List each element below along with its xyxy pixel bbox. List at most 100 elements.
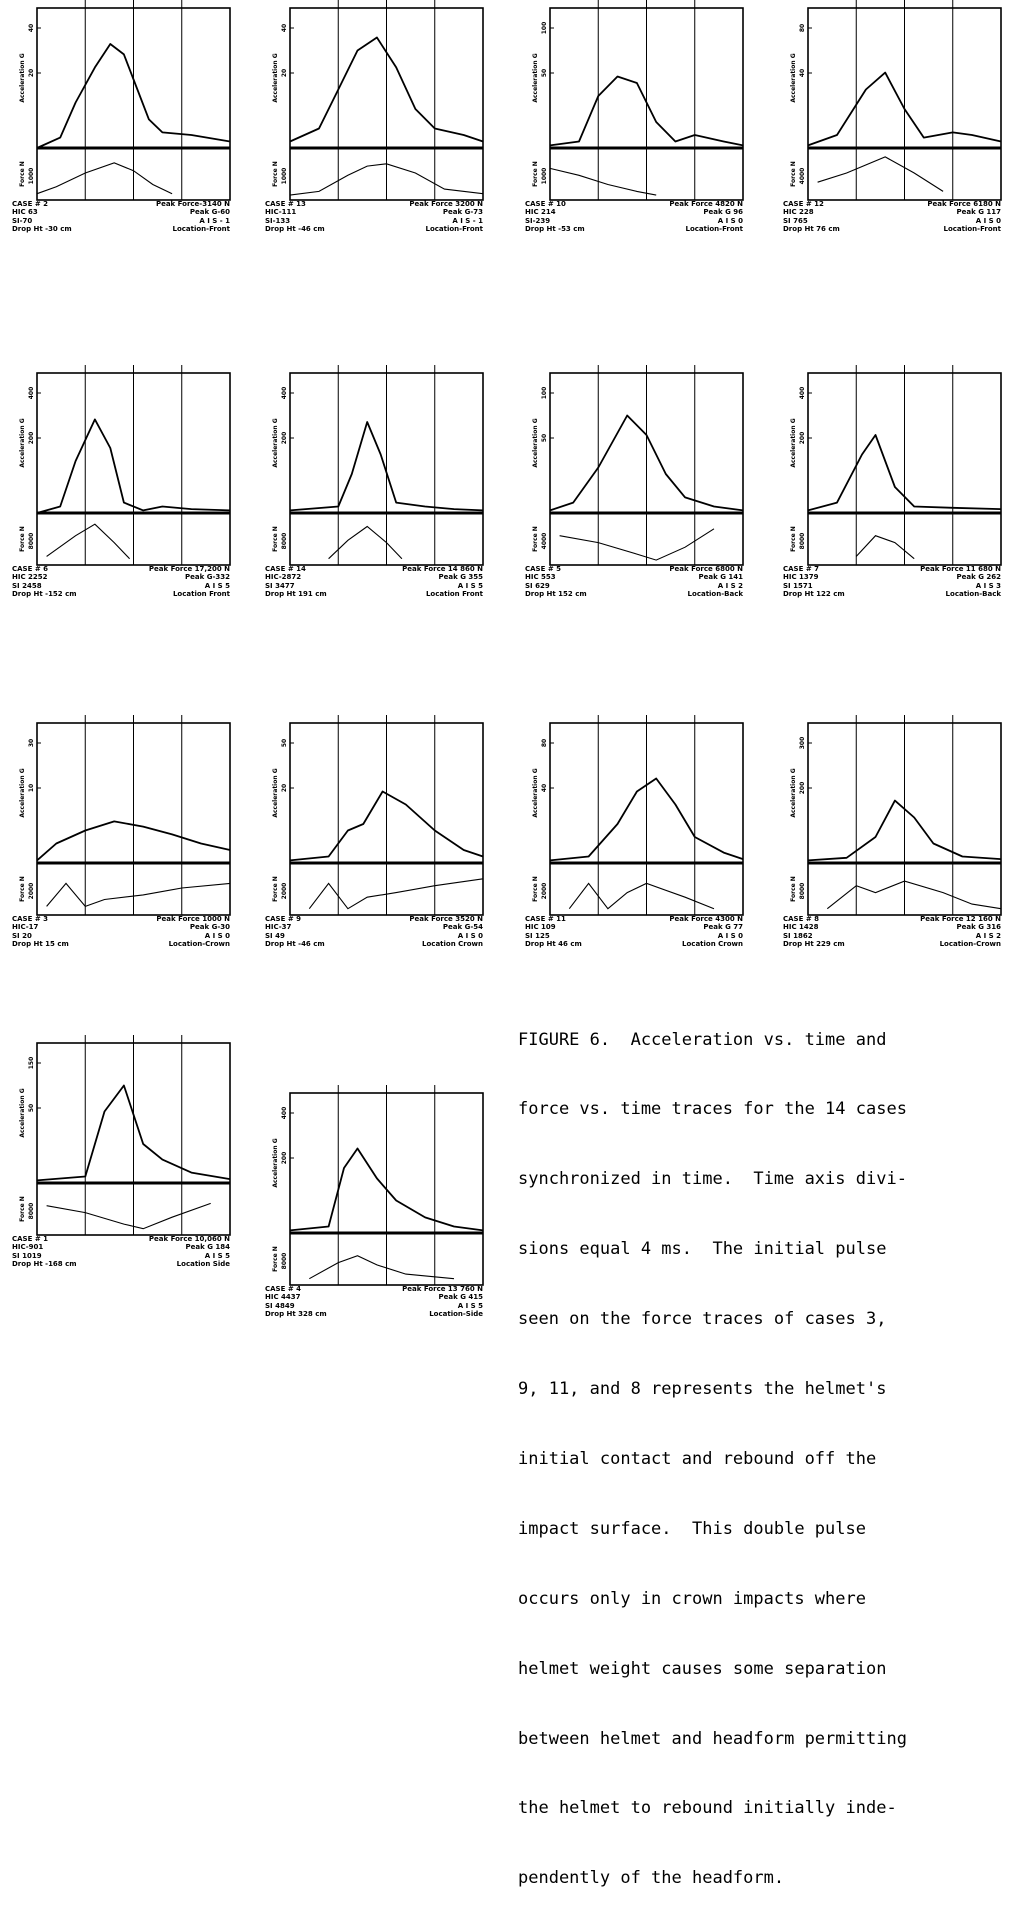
case-si: SI 2458 (12, 581, 42, 590)
caption-line: between helmet and headform permitting (518, 1728, 907, 1749)
force-axis-label: Force N (272, 526, 279, 552)
case-ais: A I S 3 (975, 581, 1001, 590)
case-location: Location Side (176, 1259, 230, 1268)
trace-plot: Acceleration G Force N 50 20 2000 (272, 715, 484, 916)
case-hic: HIC 553 (525, 573, 556, 582)
force-trace (328, 525, 403, 560)
case-peak-g: Peak G 141 (698, 573, 744, 582)
case-hic: HIC 63 (12, 208, 38, 217)
force-tick-label: 8000 (28, 1203, 35, 1220)
caption-line: occurs only in crown impacts where (518, 1588, 866, 1609)
case-info-row: Drop Ht 152 cm Location-Back (525, 590, 743, 598)
case-location: Location-Front (425, 224, 483, 233)
caption-line: sions equal 4 ms. The initial pulse (518, 1239, 887, 1260)
acceleration-tick-label: 400 (281, 1107, 288, 1120)
case-drop: Drop Ht -152 cm (12, 589, 77, 598)
acceleration-axis-label: Acceleration G (790, 418, 797, 467)
acceleration-trace (36, 820, 231, 862)
caption-line: the helmet to rebound initially inde- (518, 1798, 897, 1819)
trace-plot: Acceleration G Force N 400 200 8000 (272, 1085, 484, 1286)
case-peak-g: Peak G 355 (438, 573, 484, 582)
case-ais: A I S 0 (204, 931, 230, 940)
acceleration-tick-label: 150 (28, 1057, 35, 1070)
case-si: SI 629 (525, 581, 550, 590)
case-info-row: SI-70 A I S - 1 (12, 217, 230, 225)
acceleration-tick-label: 50 (28, 1104, 35, 1112)
case-peak-g: Peak G 184 (185, 1243, 231, 1252)
acceleration-trace (36, 1084, 231, 1182)
force-axis-label: Force N (532, 876, 539, 902)
force-tick-label: 4000 (799, 168, 806, 185)
acceleration-axis-label: Acceleration G (790, 768, 797, 817)
case-info: CASE # 5 Peak Force 6800 N HIC 553 Peak G 1… (525, 565, 743, 598)
case-info-row: Drop Ht -152 cm Location Front (12, 590, 230, 598)
acceleration-tick-label: 40 (541, 784, 548, 792)
force-axis-label: Force N (272, 161, 279, 187)
acceleration-axis-label: Acceleration G (19, 418, 26, 467)
force-tick-label: 8000 (799, 533, 806, 550)
case-peak-g: Peak G 77 (703, 923, 743, 932)
acceleration-axis-label: Acceleration G (532, 53, 539, 102)
force-trace (309, 1255, 455, 1280)
case-case: CASE # 13 (265, 200, 306, 208)
case-peak-g: Peak G 96 (703, 208, 743, 217)
case-info-row: Drop Ht -46 cm Location Crown (265, 940, 483, 948)
trace-panel: Acceleration G Force N 100 50 1000 CASE # 10 P… (525, 0, 744, 233)
case-location: Location Crown (682, 939, 743, 948)
acceleration-tick-label: 400 (281, 387, 288, 400)
case-hic: HIC 228 (783, 208, 814, 217)
case-si: SI-133 (265, 216, 291, 225)
case-info-row: SI 1862 A I S 2 (783, 932, 1001, 940)
trace-panel: Acceleration G Force N 150 50 8000 CASE # 1 Pe… (12, 1035, 231, 1268)
case-si: SI 3477 (265, 581, 295, 590)
case-hic: HIC 1379 (783, 573, 819, 582)
case-peak-force: Peak Force 12 160 N (920, 915, 1001, 923)
force-trace (46, 523, 130, 560)
force-trace (46, 1202, 211, 1230)
case-info-row: SI 49 A I S 0 (265, 932, 483, 940)
case-peak-g: Peak G 316 (956, 923, 1002, 932)
acceleration-tick-label: 400 (28, 387, 35, 400)
acceleration-tick-label: 200 (281, 1152, 288, 1165)
case-hic: HIC 1428 (783, 923, 819, 932)
force-axis-label: Force N (272, 1246, 279, 1272)
case-info-row: CASE # 11 Peak Force 4300 N (525, 915, 743, 923)
force-trace (826, 880, 1002, 910)
caption-line: pendently of the headform. (518, 1868, 785, 1889)
acceleration-trace (549, 777, 744, 862)
acceleration-tick-label: 80 (541, 739, 548, 747)
case-hic: HIC 2252 (12, 573, 48, 582)
case-info-row: HIC-2872 Peak G 355 (265, 573, 483, 581)
case-info: CASE # 3 Peak Force 1000 N HIC-17 Peak G-30… (12, 915, 230, 948)
case-info-row: SI 3477 A I S 5 (265, 582, 483, 590)
case-info-row: Drop Ht 122 cm Location-Back (783, 590, 1001, 598)
trace-panel: Acceleration G Force N 100 50 4000 CASE # 5 Pe… (525, 365, 744, 598)
case-drop: Drop Ht 122 cm (783, 589, 845, 598)
acceleration-trace (36, 418, 231, 514)
caption-line: FIGURE 6. Acceleration vs. time and (518, 1029, 887, 1050)
case-info-row: Drop Ht 229 cm Location-Crown (783, 940, 1001, 948)
case-info: CASE # 10 Peak Force 4820 N HIC 214 Peak G … (525, 200, 743, 233)
acceleration-tick-label: 300 (799, 737, 806, 750)
case-info: CASE # 1 Peak Force 10,060 N HIC-901 Peak G… (12, 1235, 230, 1268)
case-peak-force: Peak Force 4300 N (669, 915, 743, 923)
force-tick-label: 4000 (541, 533, 548, 550)
trace-plot: Acceleration G Force N 400 200 8000 (272, 365, 484, 566)
trace-panel: Acceleration G Force N 80 40 4000 CASE # 12 Pe… (783, 0, 1002, 233)
case-info-row: CASE # 8 Peak Force 12 160 N (783, 915, 1001, 923)
acceleration-tick-label: 400 (799, 387, 806, 400)
force-tick-label: 1000 (541, 168, 548, 185)
case-info-row: Drop Ht 46 cm Location Crown (525, 940, 743, 948)
case-info-row: CASE # 9 Peak Force 3520 N (265, 915, 483, 923)
case-si: SI 49 (265, 931, 285, 940)
force-axis-label: Force N (790, 526, 797, 552)
acceleration-axis-label: Acceleration G (19, 1088, 26, 1137)
trace-panel: Acceleration G Force N 400 200 8000 CASE # 7 P… (783, 365, 1002, 598)
case-peak-force: Peak Force 11 680 N (920, 565, 1001, 573)
force-trace (46, 882, 231, 908)
force-tick-label: 2000 (281, 883, 288, 900)
case-info-row: CASE # 1 Peak Force 10,060 N (12, 1235, 230, 1243)
case-location: Location-Front (685, 224, 743, 233)
trace-panel: Acceleration G Force N 40 20 1000 CASE # 13 Pe… (265, 0, 484, 233)
trace-plot: Acceleration G Force N 100 50 4000 (532, 365, 744, 566)
